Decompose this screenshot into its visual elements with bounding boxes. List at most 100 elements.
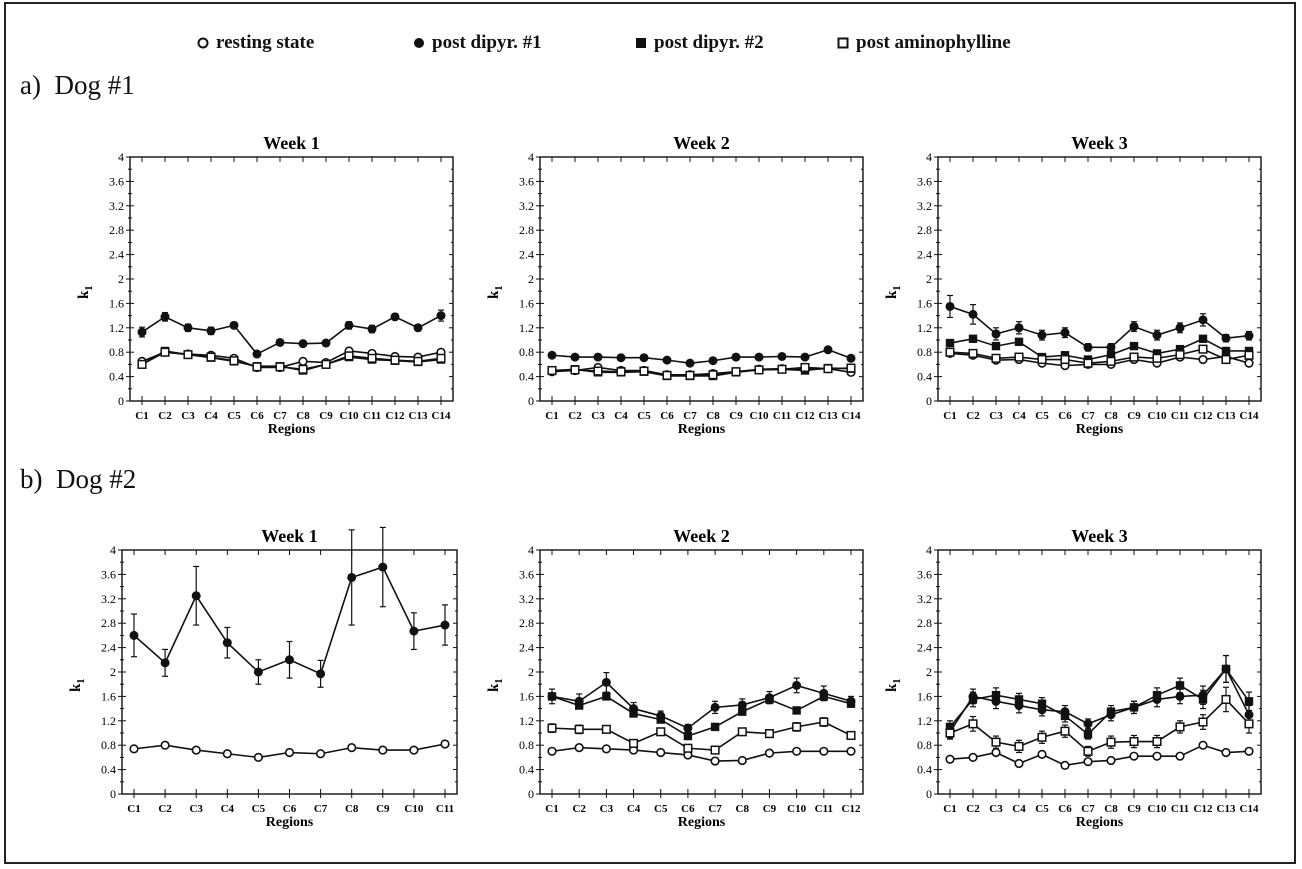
data-point [252,349,262,359]
data-point [1060,354,1070,365]
data-point [547,723,557,733]
data-point [390,312,400,322]
series-circle-filled [547,345,856,368]
x-tick-label: C8 [1104,803,1118,815]
data-point [275,362,285,372]
x-tick-label: C12 [1194,410,1213,422]
y-tick-label: 0.4 [519,370,534,384]
y-axis-label: k1 [884,286,903,299]
data-point [137,359,147,369]
legend-item-post-aminophylline: post aminophylline [836,32,1011,54]
y-axis-label: k1 [68,679,87,692]
y-tick-label: 0 [528,394,534,408]
data-point [823,345,833,355]
y-tick-label: 3.2 [109,199,124,213]
data-point [1014,741,1024,751]
data-point [1221,354,1231,365]
x-tick-label: C1 [135,410,148,422]
x-tick-label: C9 [763,803,777,815]
x-tick-label: C9 [1127,410,1141,422]
data-point [754,352,764,362]
legend-item-post-dipyr-2: post dipyr. #2 [634,32,764,54]
x-tick-label: C3 [989,803,1003,815]
data-point [1083,730,1093,739]
legend-label: post dipyr. #2 [654,32,764,53]
y-tick-label: 3.2 [917,592,932,606]
data-point [378,562,388,572]
data-point [616,353,626,363]
data-point [1106,350,1116,359]
x-tick-label: C4 [627,803,641,815]
data-point [344,320,354,330]
data-point [710,756,720,766]
data-point [819,717,829,727]
y-tick-label: 0.4 [519,763,534,777]
legend-label: resting state [216,32,315,53]
section-name: Dog #2 [56,464,137,494]
x-tick-label: C4 [1012,803,1026,815]
y-tick-label: 0 [528,787,534,801]
x-tick-label: C7 [1081,803,1095,815]
x-tick-label: C2 [966,410,980,422]
y-tick-label: 2 [110,665,116,679]
data-point [823,364,833,374]
x-tick-label: C1 [545,410,558,422]
y-tick-label: 4 [528,150,534,164]
data-point [1060,328,1070,338]
y-tick-label: 2.8 [101,616,116,630]
x-axis-label: Regions [1076,815,1124,830]
data-point [1198,717,1208,727]
data-point [413,356,423,366]
data-point [160,658,170,668]
data-point [656,715,665,724]
data-point [1129,751,1139,761]
y-tick-label: 2.8 [519,616,534,630]
x-tick-label: C5 [1035,803,1049,815]
data-point [1152,349,1162,358]
y-tick-label: 2.8 [917,616,932,630]
data-point [731,367,741,377]
chart-panel: Week 3 0 0.4 0.8 1.2 1.6 2 2.4 2.8 3.2 3.6 4 k1 C1 C2 C… [884,526,1262,830]
data-point [1037,330,1047,340]
data-point [968,309,978,319]
y-tick-label: 2.8 [917,223,932,237]
data-point [229,320,239,330]
data-point [846,363,856,373]
data-point [710,702,720,712]
data-point [710,722,720,732]
data-point [229,356,239,366]
series-square-filled [547,692,856,741]
legend-item-post-dipyr-1: post dipyr. #1 [412,32,542,54]
data-point [1221,346,1231,356]
data-point [1244,719,1254,729]
x-tick-label: C10 [750,410,769,422]
y-tick-label: 2.4 [109,248,124,262]
data-point [129,744,139,754]
x-tick-label: C8 [296,410,310,422]
series-circle-filled [129,526,450,688]
data-point [968,719,978,729]
y-tick-label: 3.2 [519,199,534,213]
x-tick-label: C7 [1081,410,1095,422]
y-tick-label: 1.2 [917,714,932,728]
x-tick-label: C9 [376,803,390,815]
x-tick-label: C7 [683,410,697,422]
y-tick-label: 2 [528,665,534,679]
x-tick-label: C6 [1058,410,1072,422]
data-point [656,727,666,737]
legend-label: post aminophylline [856,32,1011,53]
data-point [628,738,639,748]
section-title-dog-2: b) Dog #2 [20,464,136,495]
data-point [1083,342,1093,352]
data-point [1152,751,1162,761]
x-tick-label: C5 [1035,410,1049,422]
data-point [321,359,331,369]
data-point [710,745,720,755]
data-point [1244,746,1254,756]
y-tick-label: 3.6 [917,567,932,581]
data-point [792,680,802,690]
data-point [252,362,262,372]
data-point [137,327,147,337]
data-point [191,591,201,601]
data-point [570,352,580,362]
